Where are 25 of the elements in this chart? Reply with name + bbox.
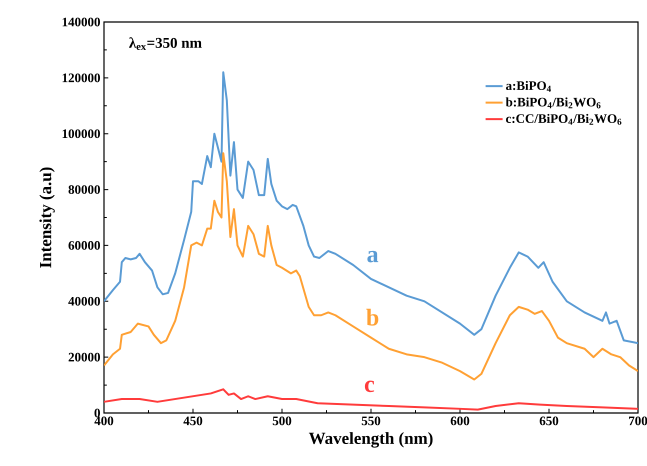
legend-label: c:CC/BiPO$_{4}$/Bi$_{2}$WO$_{6}$: [506, 114, 622, 125]
y-tick-label: 60000: [68, 241, 100, 250]
y-tick-label: 40000: [68, 296, 100, 306]
y-tick-label: 120000: [62, 73, 100, 82]
legend-label: b:BiPO$_{4}$/Bi$_{2}$WO$_{6}$: [506, 97, 601, 108]
y-tick-label: 100000: [62, 129, 100, 138]
x-axis-title: Wavelength (nm): [308, 432, 433, 448]
y-tick-label: 80000: [68, 185, 100, 194]
y-tick-label: 20000: [68, 352, 100, 362]
y-tick-label: 140000: [62, 18, 100, 26]
x-tick-label: 450: [183, 416, 202, 426]
x-tick-label: 500: [272, 416, 292, 426]
x-tick-label: 700: [629, 416, 647, 426]
line-series: [104, 152, 638, 380]
x-tick-label: 550: [362, 416, 380, 426]
annotation: b: [366, 308, 378, 326]
x-tick-label: 600: [450, 416, 470, 426]
x-tick-label: 400: [94, 416, 114, 426]
y-axis-title: Intensity (a.u): [39, 167, 55, 268]
x-tick-label: 650: [540, 416, 558, 426]
annotation: c: [364, 380, 374, 392]
annotation: λ$_{ex}$=350 nm: [129, 37, 202, 50]
annotation: a: [367, 250, 378, 262]
legend-label: a:BiPO$_{4}$: [506, 80, 551, 92]
y-tick-label: 0: [94, 408, 100, 418]
